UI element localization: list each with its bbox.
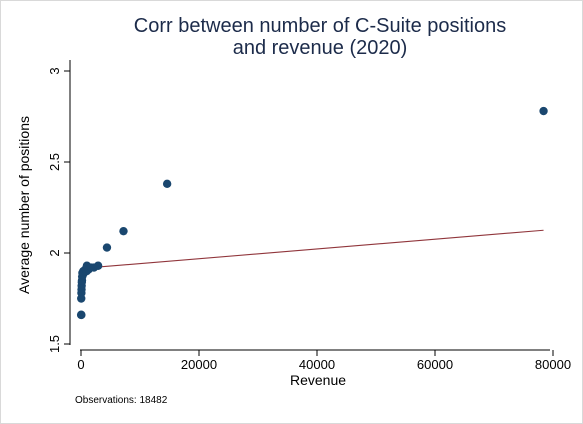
- data-point: [162, 179, 172, 189]
- y-axis-ticks: 1.5 2 2.5 3: [47, 67, 70, 353]
- data-point: [102, 243, 112, 252]
- data-points: [76, 106, 548, 320]
- data-point: [93, 261, 103, 270]
- x-tick-label: 40000: [299, 357, 335, 372]
- y-tick-label: 2: [47, 249, 62, 256]
- y-tick-label: 1.5: [47, 335, 62, 353]
- data-point: [539, 106, 548, 116]
- chart-title-line-1: Corr between number of C-Suite positions: [134, 15, 506, 37]
- x-tick-label: 20000: [181, 357, 217, 372]
- fit-line: [80, 229, 544, 270]
- y-axis-title: Average number of positions: [16, 116, 32, 294]
- x-tick-label: 0: [77, 357, 84, 372]
- fit-line-group: [80, 229, 544, 270]
- observations-note: Observations: 18482: [75, 395, 168, 406]
- x-tick-label: 80000: [535, 357, 571, 372]
- x-axis-ticks: 0 20000 40000 60000 80000: [77, 350, 571, 372]
- y-tick-label: 2.5: [47, 153, 62, 171]
- chart-title-line-2: and revenue (2020): [233, 37, 408, 59]
- y-tick-label: 3: [47, 67, 62, 74]
- x-axis-title: Revenue: [290, 372, 346, 388]
- data-point: [77, 310, 86, 320]
- x-tick-label: 60000: [417, 357, 453, 372]
- data-point: [119, 226, 128, 236]
